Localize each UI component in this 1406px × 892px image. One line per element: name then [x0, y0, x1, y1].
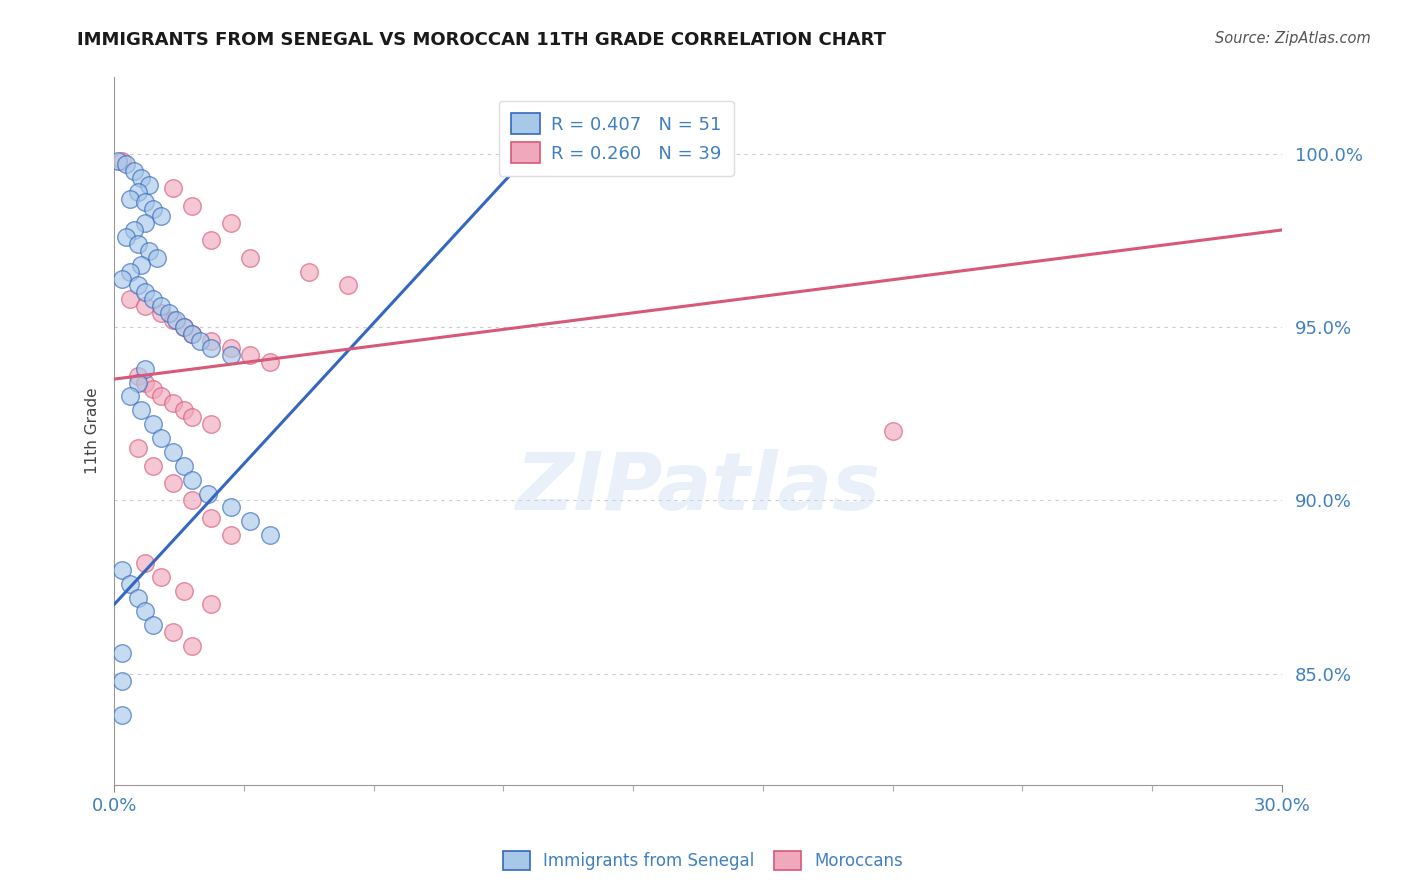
Point: [181, 326, 204, 341]
Point: [127, 376, 149, 390]
Point: [219, 348, 242, 362]
Point: [200, 510, 222, 524]
Point: [142, 417, 165, 432]
Point: [197, 486, 219, 500]
Point: [138, 178, 160, 192]
Legend: Immigrants from Senegal, Moroccans: Immigrants from Senegal, Moroccans: [496, 844, 910, 877]
Point: [134, 285, 156, 300]
Point: [336, 278, 359, 293]
Point: [149, 431, 172, 445]
Point: [134, 376, 156, 390]
Point: [181, 639, 204, 653]
Y-axis label: 11th Grade: 11th Grade: [86, 388, 100, 475]
Point: [162, 445, 184, 459]
Point: [134, 195, 156, 210]
Point: [127, 368, 149, 383]
Point: [111, 563, 134, 577]
Point: [131, 171, 153, 186]
Point: [134, 556, 156, 570]
Point: [118, 389, 141, 403]
Point: [173, 458, 195, 473]
Point: [173, 320, 195, 334]
Point: [173, 403, 195, 417]
Point: [115, 157, 138, 171]
Point: [149, 306, 172, 320]
Point: [142, 383, 165, 397]
Point: [181, 199, 204, 213]
Point: [127, 442, 149, 456]
Point: [173, 583, 195, 598]
Point: [134, 216, 156, 230]
Point: [157, 306, 180, 320]
Point: [118, 293, 141, 307]
Text: IMMIGRANTS FROM SENEGAL VS MOROCCAN 11TH GRADE CORRELATION CHART: IMMIGRANTS FROM SENEGAL VS MOROCCAN 11TH…: [77, 31, 886, 49]
Text: Source: ZipAtlas.com: Source: ZipAtlas.com: [1215, 31, 1371, 46]
Point: [127, 278, 149, 293]
Point: [149, 209, 172, 223]
Point: [149, 299, 172, 313]
Point: [142, 293, 165, 307]
Point: [219, 341, 242, 355]
Point: [181, 493, 204, 508]
Text: ZIPatlas: ZIPatlas: [516, 449, 880, 526]
Point: [134, 361, 156, 376]
Point: [173, 320, 195, 334]
Point: [111, 646, 134, 660]
Point: [134, 604, 156, 618]
Point: [149, 389, 172, 403]
Point: [127, 236, 149, 251]
Point: [138, 244, 160, 258]
Point: [219, 216, 242, 230]
Point: [200, 234, 222, 248]
Point: [111, 271, 134, 285]
Point: [239, 251, 262, 265]
Point: [200, 341, 222, 355]
Point: [118, 576, 141, 591]
Point: [188, 334, 211, 348]
Point: [118, 264, 141, 278]
Point: [200, 598, 222, 612]
Point: [107, 153, 129, 168]
Legend: R = 0.407   N = 51, R = 0.260   N = 39: R = 0.407 N = 51, R = 0.260 N = 39: [499, 101, 734, 176]
Point: [259, 355, 281, 369]
Point: [181, 326, 204, 341]
Point: [200, 334, 222, 348]
Point: [181, 473, 204, 487]
Point: [200, 417, 222, 432]
Point: [127, 591, 149, 605]
Point: [111, 708, 134, 723]
Point: [111, 153, 134, 168]
Point: [259, 528, 281, 542]
Point: [115, 230, 138, 244]
Point: [111, 673, 134, 688]
Point: [118, 192, 141, 206]
Point: [239, 514, 262, 528]
Point: [166, 313, 188, 327]
Point: [122, 164, 145, 178]
Point: [142, 618, 165, 632]
Point: [149, 570, 172, 584]
Point: [162, 396, 184, 410]
Point: [298, 264, 321, 278]
Point: [181, 410, 204, 425]
Point: [239, 348, 262, 362]
Point: [882, 424, 904, 438]
Point: [162, 476, 184, 491]
Point: [131, 403, 153, 417]
Point: [122, 223, 145, 237]
Point: [146, 251, 169, 265]
Point: [219, 528, 242, 542]
Point: [162, 625, 184, 640]
Point: [142, 458, 165, 473]
Point: [134, 299, 156, 313]
Point: [142, 202, 165, 217]
Point: [127, 185, 149, 199]
Point: [131, 258, 153, 272]
Point: [219, 500, 242, 515]
Point: [162, 181, 184, 195]
Point: [162, 313, 184, 327]
